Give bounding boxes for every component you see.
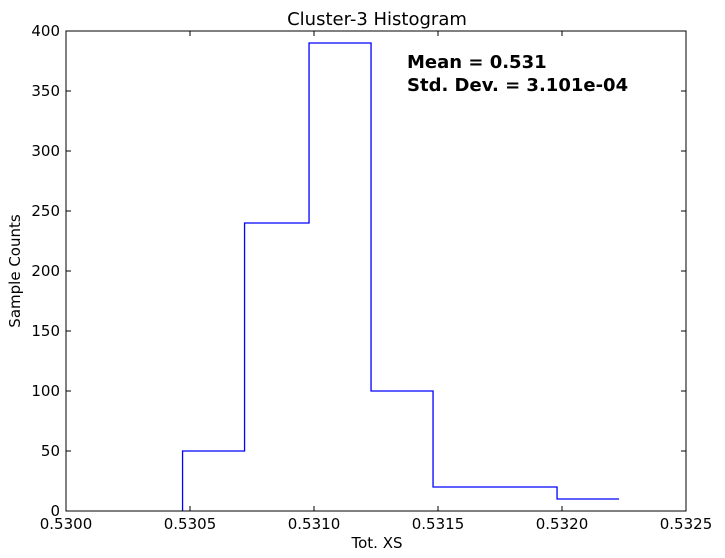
y-tick-label: 100: [31, 382, 60, 400]
y-tick-label: 300: [31, 142, 60, 160]
x-tick-label: 0.5315: [412, 515, 465, 533]
x-tick-label: 0.5320: [536, 515, 589, 533]
y-tick-labels: 0 50 100 150 200 250 300 350 400: [31, 22, 60, 520]
std-dev-annotation: Std. Dev. = 3.101e-04: [407, 75, 628, 96]
axis-ticks: [65, 30, 687, 512]
x-tick-labels: 0.5300 0.5305 0.5310 0.5315 0.5320 0.5325: [40, 515, 713, 533]
x-tick-label: 0.5325: [660, 515, 713, 533]
y-tick-label: 350: [31, 82, 60, 100]
y-tick-label: 250: [31, 202, 60, 220]
y-tick-label: 0: [50, 502, 60, 520]
y-axis-label: Sample Counts: [6, 214, 24, 328]
y-tick-label: 200: [31, 262, 60, 280]
x-tick-label: 0.5310: [288, 515, 341, 533]
mean-annotation: Mean = 0.531: [407, 52, 547, 73]
chart-title: Cluster-3 Histogram: [287, 9, 467, 30]
x-tick-label: 0.5305: [164, 515, 217, 533]
y-tick-label: 150: [31, 322, 60, 340]
x-tick-label: 0.5300: [40, 515, 93, 533]
x-axis-label: Tot. XS: [350, 534, 402, 552]
histogram-step-line: [181, 42, 620, 511]
y-tick-label: 50: [41, 442, 60, 460]
y-tick-label: 400: [31, 22, 60, 40]
plot-frame: [65, 30, 687, 512]
